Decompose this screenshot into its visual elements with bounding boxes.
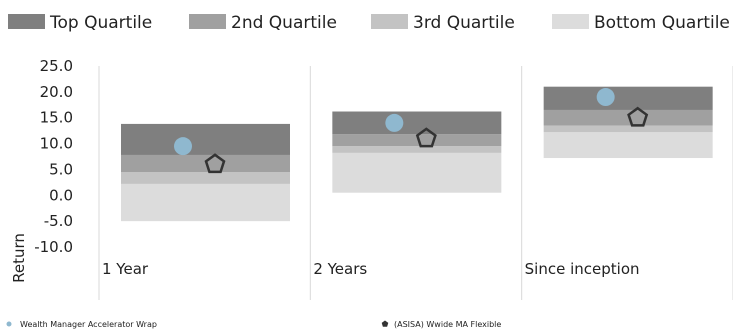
y-tick-label: 15.0 <box>40 109 73 127</box>
legend-label-third: 3rd Quartile <box>413 13 515 33</box>
legend-label-second: 2nd Quartile <box>231 13 337 33</box>
quartile-box-bottom <box>543 132 713 159</box>
legend-label-bottom: Bottom Quartile <box>594 13 730 33</box>
series-marker-pentagon <box>415 127 437 148</box>
quartile-box-third <box>121 172 290 184</box>
quartile-box-top <box>543 86 713 110</box>
y-tick-label: 20.0 <box>40 83 73 101</box>
legend-swatch-bottom <box>552 14 589 29</box>
quartile-box-top <box>121 123 290 155</box>
x-category-label: 1 Year <box>102 260 149 278</box>
y-tick-label: -5.0 <box>44 212 73 230</box>
quartile-box-third <box>543 125 713 133</box>
bottom-legend-marker-pentagon <box>381 320 389 327</box>
series-marker-circle <box>174 137 192 156</box>
x-category-label: Since inception <box>525 260 640 278</box>
legend-swatch-third <box>371 14 408 29</box>
series-marker-circle <box>596 88 615 107</box>
legend-swatch-top <box>8 14 45 29</box>
bottom-legend-label: Wealth Manager Accelerator Wrap <box>20 320 157 329</box>
legend-swatch-second <box>189 14 226 29</box>
y-tick-label: 0.0 <box>49 186 73 204</box>
series-marker-circle <box>385 113 404 132</box>
quartile-box-bottom <box>332 152 502 193</box>
quartile-box-second <box>543 109 713 126</box>
quartile-box-bottom <box>121 183 290 222</box>
series-marker-pentagon <box>627 106 649 127</box>
x-category-label: 2 Years <box>313 260 367 278</box>
bottom-legend-label: (ASISA) Wwide MA Flexible <box>394 320 501 329</box>
quartile-box-third <box>332 146 502 153</box>
y-tick-label: 10.0 <box>40 135 73 153</box>
legend-label-top: Top Quartile <box>49 13 152 33</box>
y-tick-label: 5.0 <box>49 160 73 178</box>
quartile-box-second <box>332 134 502 147</box>
y-axis-title: Return <box>10 233 28 283</box>
series-marker-pentagon <box>204 153 226 174</box>
quartile-box-top <box>332 111 502 135</box>
bottom-legend-marker-circle <box>6 321 12 327</box>
y-tick-label: 25.0 <box>40 57 73 75</box>
y-tick-label: -10.0 <box>34 238 73 256</box>
